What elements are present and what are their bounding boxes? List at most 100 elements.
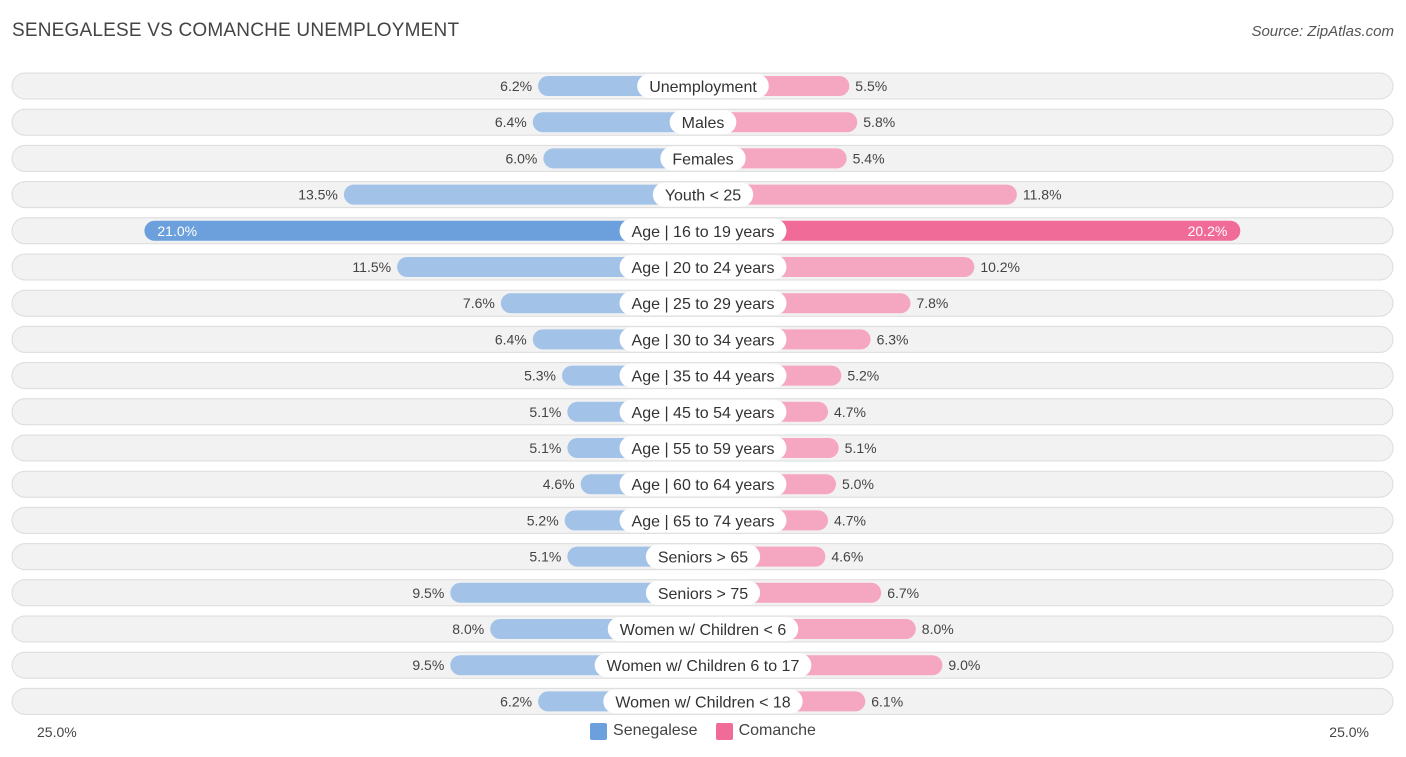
bar-senegalese[interactable] [450, 582, 703, 603]
value-label-comanche: 7.8% [916, 295, 948, 311]
chart-row: 9.5% 9.0% Women w/ Children 6 to 17 [11, 651, 1394, 679]
category-label: Unemployment [649, 79, 757, 96]
chart-row: 5.2% 4.7% Age | 65 to 74 years [11, 506, 1394, 534]
category-label: Youth < 25 [665, 188, 741, 205]
chart-row: 8.0% 8.0% Women w/ Children < 6 [11, 615, 1394, 643]
category-pill [619, 327, 787, 352]
value-label-senegalese: 6.4% [495, 331, 527, 347]
value-label-senegalese: 9.5% [412, 585, 444, 601]
bar-comanche[interactable] [703, 184, 1017, 205]
chart-row: 5.3% 5.2% Age | 35 to 44 years [11, 362, 1394, 390]
legend-item-senegalese[interactable]: Senegalese [590, 722, 698, 740]
chart-row: 21.0% 20.2% Age | 16 to 19 years [11, 217, 1394, 245]
category-label: Age | 60 to 64 years [632, 477, 775, 494]
value-label-comanche: 11.8% [1023, 187, 1062, 203]
category-pill [619, 363, 787, 388]
chart-row: 4.6% 5.0% Age | 60 to 64 years [11, 470, 1394, 498]
category-label: Males [682, 115, 725, 132]
category-pill [645, 580, 761, 605]
chart-row: 11.5% 10.2% Age | 20 to 24 years [11, 253, 1394, 281]
category-label: Females [672, 151, 733, 168]
bar-senegalese[interactable] [532, 112, 703, 133]
legend-item-comanche[interactable]: Comanche [715, 722, 816, 740]
value-label-senegalese: 6.4% [495, 114, 527, 130]
value-label-comanche: 6.7% [887, 585, 919, 601]
value-label-senegalese: 5.1% [529, 549, 561, 565]
value-label-senegalese: 21.0% [157, 223, 197, 239]
bar-comanche[interactable] [703, 220, 1241, 241]
chart-row: 9.5% 6.7% Seniors > 75 [11, 579, 1394, 607]
category-pill [619, 472, 787, 497]
category-label: Age | 25 to 29 years [632, 296, 775, 313]
category-pill [637, 74, 769, 98]
category-pill [652, 182, 754, 207]
chart-row: 6.0% 5.4% Females [11, 144, 1394, 172]
value-label-comanche: 20.2% [1188, 223, 1228, 239]
chart-row: 6.2% 6.1% Women w/ Children < 18 [11, 687, 1394, 715]
chart-row: 6.4% 5.8% Males [11, 108, 1394, 136]
value-label-senegalese: 7.6% [463, 295, 495, 311]
chart-row: 5.1% 5.1% Age | 55 to 59 years [11, 434, 1394, 462]
chart-row: 13.5% 11.8% Youth < 25 [11, 181, 1394, 209]
category-pill [619, 255, 787, 279]
axis-right-label: 25.0% [1329, 724, 1369, 740]
category-label: Age | 16 to 19 years [632, 224, 775, 241]
value-label-comanche: 6.1% [871, 693, 903, 709]
value-label-comanche: 6.3% [877, 331, 909, 347]
legend-label-senegalese: Senegalese [613, 722, 698, 739]
chart-title: SENEGALESE VS COMANCHE UNEMPLOYMENT [12, 20, 460, 41]
category-label: Age | 55 to 59 years [632, 441, 775, 458]
category-pill [619, 436, 787, 460]
chart-row: 6.2% 5.5% Unemployment [11, 72, 1394, 100]
legend-swatch-comanche [715, 722, 733, 740]
category-pill [619, 508, 787, 533]
value-label-senegalese: 6.0% [505, 150, 537, 166]
value-label-comanche: 4.6% [831, 549, 863, 565]
value-label-senegalese: 4.6% [543, 476, 575, 492]
legend-label-comanche: Comanche [738, 722, 816, 739]
value-label-comanche: 5.0% [842, 476, 874, 492]
axis-left-label: 25.0% [37, 724, 77, 740]
category-label: Women w/ Children 6 to 17 [607, 658, 800, 675]
value-label-senegalese: 11.5% [352, 259, 391, 275]
category-pill [619, 291, 787, 316]
value-label-senegalese: 5.1% [529, 404, 561, 420]
value-label-comanche: 9.0% [948, 657, 980, 673]
value-label-senegalese: 8.0% [452, 621, 484, 637]
category-label: Women w/ Children < 18 [615, 694, 790, 711]
category-pill [619, 399, 787, 424]
category-label: Seniors > 75 [658, 586, 748, 603]
chart-row: 5.1% 4.6% Seniors > 65 [11, 543, 1394, 571]
category-label: Age | 30 to 34 years [632, 332, 775, 349]
value-label-comanche: 5.2% [847, 368, 879, 384]
value-label-comanche: 5.8% [863, 114, 895, 130]
value-label-senegalese: 9.5% [412, 657, 444, 673]
category-pill [645, 544, 761, 569]
category-pill [607, 617, 799, 641]
chart-row: 6.4% 6.3% Age | 30 to 34 years [11, 325, 1394, 353]
bar-comanche[interactable] [703, 112, 858, 133]
source-label: Source: ZipAtlas.com [1251, 23, 1394, 40]
value-label-comanche: 4.7% [834, 404, 866, 420]
value-label-comanche: 5.5% [855, 78, 887, 94]
value-label-senegalese: 6.2% [500, 693, 532, 709]
value-label-comanche: 4.7% [834, 512, 866, 528]
value-label-comanche: 5.1% [845, 440, 877, 456]
category-pill [669, 110, 737, 135]
chart-row: 7.6% 7.8% Age | 25 to 29 years [11, 289, 1394, 317]
category-pill [594, 653, 812, 678]
legend-swatch-senegalese [590, 722, 608, 740]
value-label-senegalese: 6.2% [500, 78, 532, 94]
bar-senegalese[interactable] [343, 184, 703, 205]
category-pill [603, 689, 803, 714]
category-label: Age | 35 to 44 years [632, 369, 775, 386]
category-label: Age | 45 to 54 years [632, 405, 775, 422]
value-label-comanche: 8.0% [922, 621, 954, 637]
legend: Senegalese Comanche [0, 722, 1406, 740]
category-pill [660, 146, 746, 171]
bar-senegalese[interactable] [144, 220, 703, 241]
category-pill [619, 218, 787, 243]
value-label-senegalese: 13.5% [298, 187, 338, 203]
category-label: Age | 65 to 74 years [632, 513, 775, 530]
